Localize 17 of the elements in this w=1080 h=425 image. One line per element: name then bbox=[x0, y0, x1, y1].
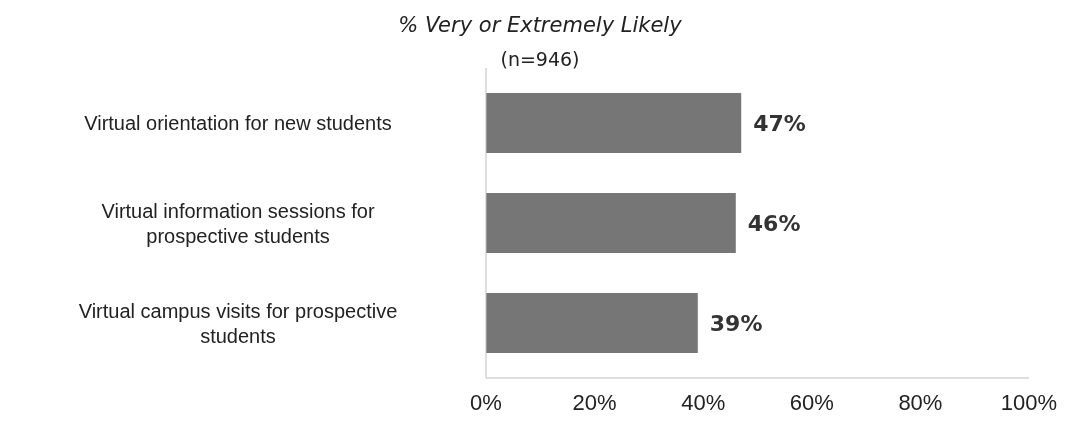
x-tick-label: 60% bbox=[789, 390, 834, 415]
y-tick-label: Virtual information sessions for prospective students bbox=[101, 199, 375, 247]
x-tick-label: 20% bbox=[572, 390, 617, 415]
y-tick-label: Virtual campus visits for prospective students bbox=[78, 299, 398, 347]
annotation: (n=946) bbox=[500, 48, 580, 70]
data-label: 46% bbox=[747, 210, 801, 236]
bar bbox=[486, 193, 736, 253]
data-label: 47% bbox=[753, 110, 806, 136]
data-label: 39% bbox=[709, 310, 763, 336]
bar bbox=[486, 293, 698, 353]
x-tick-label: 0% bbox=[470, 390, 502, 415]
chart-subtitle: % Very or Extremely Likely bbox=[398, 13, 683, 37]
x-tick-label: 100% bbox=[1000, 390, 1058, 415]
y-tick-label: Virtual orientation for new students bbox=[84, 112, 392, 134]
bar bbox=[486, 93, 742, 153]
x-tick-label: 80% bbox=[898, 390, 943, 415]
x-tick-label: 40% bbox=[681, 390, 726, 415]
